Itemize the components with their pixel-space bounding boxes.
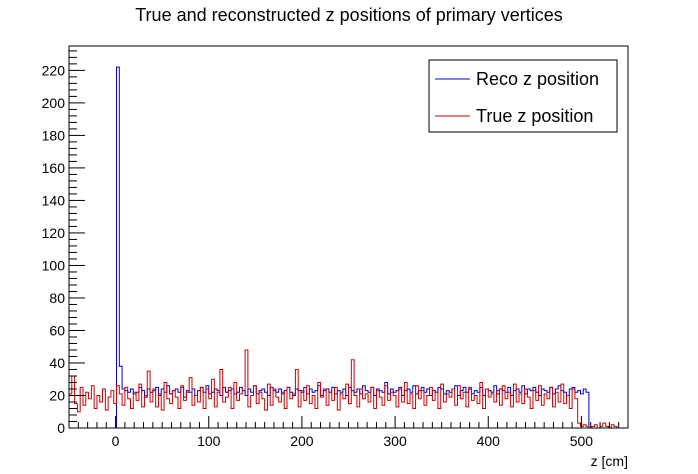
y-axis: 0 20 40 60 80 100 120 140 160 180 200 220 [42, 50, 85, 436]
y-tick-label: 0 [57, 420, 65, 436]
x-tick-label: 400 [477, 433, 501, 449]
series-true-line [69, 349, 620, 429]
legend: Reco z position True z position [428, 59, 618, 133]
x-tick-label: 200 [290, 433, 314, 449]
x-axis: 0 100 200 300 400 500 [77, 416, 620, 449]
chart-title: True and reconstructed z positions of pr… [135, 5, 563, 25]
y-tick-label: 160 [42, 160, 66, 176]
x-tick-label: 0 [112, 433, 120, 449]
y-tick-label: 80 [49, 290, 65, 306]
y-tick-label: 140 [42, 192, 66, 208]
legend-label: True z position [476, 106, 593, 126]
y-tick-label: 220 [42, 62, 66, 78]
y-tick-label: 200 [42, 95, 66, 111]
y-tick-label: 100 [42, 257, 66, 273]
x-tick-label: 300 [383, 433, 407, 449]
y-tick-label: 20 [49, 387, 65, 403]
series-layer [69, 66, 628, 429]
x-tick-label: 500 [570, 433, 594, 449]
x-tick-label: 100 [197, 433, 221, 449]
legend-box [428, 59, 618, 133]
y-tick-label: 120 [42, 225, 66, 241]
x-axis-label: z [cm] [591, 453, 628, 469]
y-tick-label: 180 [42, 127, 66, 143]
y-tick-label: 60 [49, 322, 65, 338]
legend-label: Reco z position [476, 69, 599, 89]
y-tick-label: 40 [49, 355, 65, 371]
